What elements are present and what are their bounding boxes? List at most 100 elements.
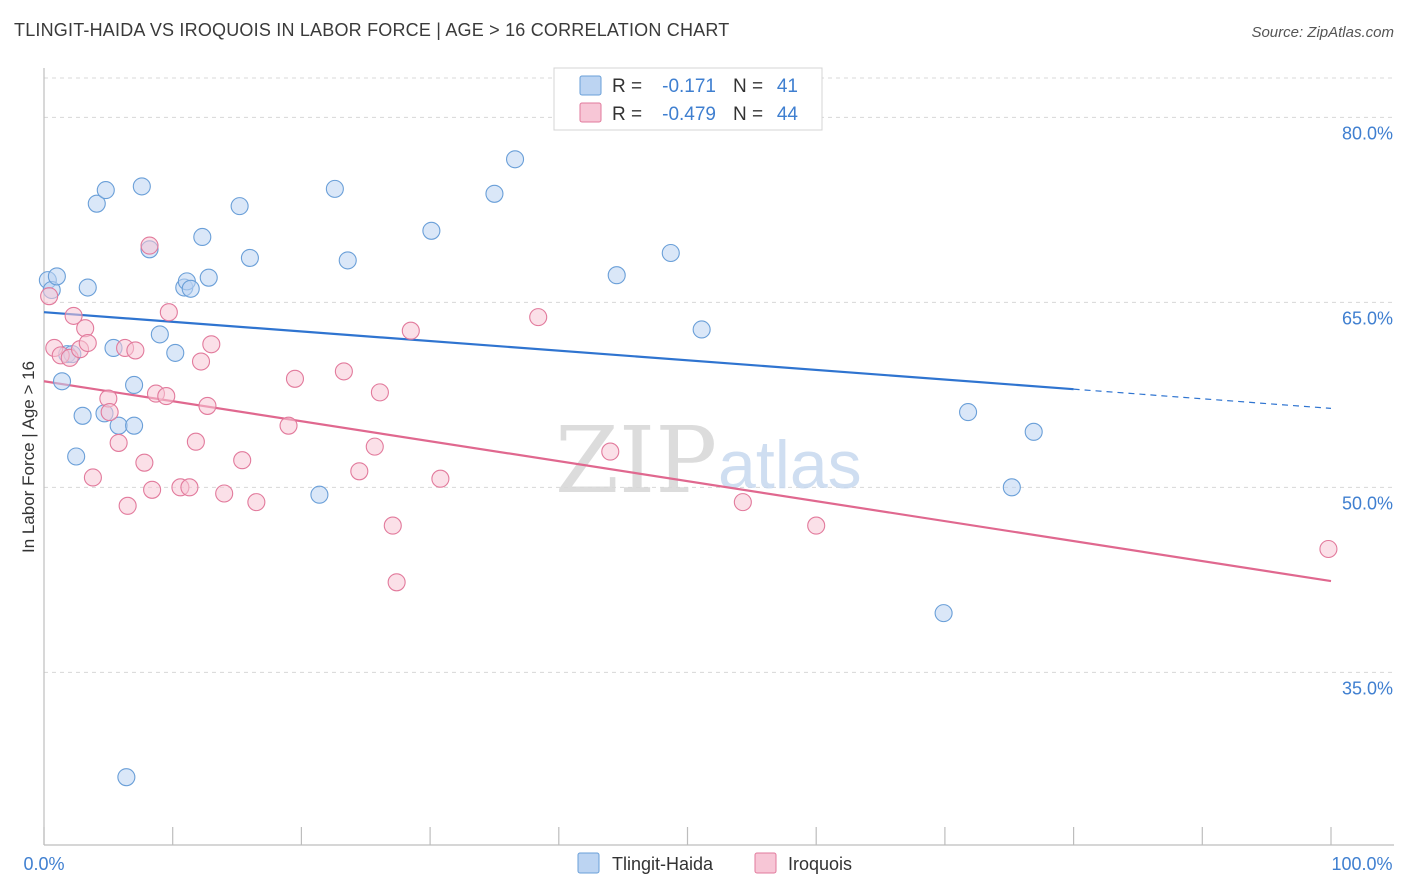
iroquois-point [126, 341, 145, 360]
iroquois-point [431, 469, 450, 488]
grid-lines [44, 77, 1394, 673]
tlingit-point [692, 320, 711, 339]
tlingit-point [310, 485, 329, 504]
series-legend: Tlingit-Haida Iroquois [577, 852, 852, 874]
tlingit-point [150, 325, 169, 344]
iroquois-point [733, 493, 752, 512]
iroquois-point [1319, 539, 1338, 559]
watermark-zip: ZIP [555, 407, 717, 514]
y-tick-label-50: 50.0% [1342, 493, 1393, 513]
y-tick-label-80: 80.0% [1342, 123, 1393, 143]
tlingit-point [1002, 478, 1021, 497]
tlingit-point [125, 416, 144, 435]
series-swatch-tlingit [577, 852, 600, 874]
series-label-iroquois: Iroquois [788, 854, 852, 874]
legend-swatch-tlingit [579, 75, 602, 96]
iroquois-point [387, 573, 406, 592]
iroquois-point [279, 416, 298, 435]
iroquois-point [140, 236, 159, 255]
tlingit-trend-line [43, 311, 1074, 391]
iroquois-point [180, 478, 199, 497]
iroquois-point [247, 493, 266, 512]
iroquois-point [76, 319, 95, 338]
iroquois-point [401, 321, 420, 340]
iroquois-point [143, 480, 162, 499]
tlingit-point [125, 375, 144, 395]
source-label: Source: ZipAtlas.com [1251, 24, 1394, 41]
y-tick-label-65: 65.0% [1342, 308, 1393, 328]
tlingit-point [1024, 422, 1043, 441]
y-axis-label: In Labor Force | Age > 16 [19, 361, 38, 553]
legend-n-label-1: N = [733, 76, 763, 97]
legend: R = -0.171 N = 41 R = -0.479 N = 44 [553, 67, 823, 131]
y-tick-label-35: 35.0% [1342, 678, 1393, 698]
watermark-atlas: atlas [718, 427, 862, 503]
watermark: ZIP atlas [555, 407, 862, 514]
tlingit-trend-extension [1073, 388, 1332, 409]
tlingit-point [422, 221, 441, 240]
tlingit-point [87, 194, 106, 213]
iroquois-point [157, 387, 176, 406]
iroquois-point [807, 516, 826, 535]
iroquois-point [198, 396, 217, 415]
iroquois-point [40, 287, 59, 306]
tlingit-point [240, 248, 259, 267]
iroquois-point [285, 369, 305, 388]
iroquois-point [135, 453, 154, 472]
iroquois-point [365, 437, 384, 456]
tlingit-point [959, 403, 978, 422]
legend-r-label-1: R = [612, 76, 642, 97]
iroquois-point [191, 352, 211, 371]
tlingit-point [193, 227, 212, 247]
iroquois-point [370, 383, 389, 402]
iroquois-point [64, 306, 83, 325]
series-label-tlingit: Tlingit-Haida [612, 854, 714, 874]
iroquois-point [118, 496, 137, 515]
iroquois-point [350, 462, 369, 481]
iroquois-point [383, 516, 402, 535]
tlingit-point [607, 266, 626, 285]
iroquois-point [78, 333, 97, 353]
x-tick-label-min: 0.0% [23, 854, 64, 874]
iroquois-trend-line [43, 380, 1332, 583]
iroquois-point [186, 432, 205, 451]
x-tick-label-max: 100.0% [1331, 854, 1392, 874]
legend-n-label-2: N = [733, 104, 763, 125]
axes [43, 68, 1394, 846]
tlingit-point [230, 197, 249, 216]
iroquois-point [202, 335, 221, 354]
tlingit-point [166, 343, 185, 362]
iroquois-point [100, 403, 119, 422]
tlingit-point [96, 181, 115, 200]
chart-title: TLINGIT-HAIDA VS IROQUOIS IN LABOR FORCE… [14, 20, 730, 40]
data-points [38, 150, 1338, 787]
y-tick-labels: 35.0% 50.0% 65.0% 80.0% [1342, 123, 1393, 698]
legend-swatch-iroquois [579, 102, 602, 123]
tlingit-point [199, 268, 218, 287]
iroquois-point [159, 303, 178, 322]
iroquois-point [601, 442, 620, 461]
iroquois-point [109, 433, 128, 452]
tlingit-point [485, 184, 504, 203]
tlingit-point [78, 278, 97, 297]
tlingit-point [73, 406, 92, 425]
tlingit-point [325, 179, 344, 198]
legend-r-value-1: -0.171 [662, 76, 716, 97]
tlingit-point [47, 267, 66, 286]
series-swatch-iroquois [754, 852, 777, 874]
tlingit-point [338, 251, 357, 270]
iroquois-point [334, 362, 353, 381]
tlingit-point [505, 150, 525, 169]
legend-n-value-1: 41 [777, 76, 798, 97]
legend-r-value-2: -0.479 [662, 104, 716, 125]
x-ticks [43, 827, 1332, 845]
trend-lines [43, 311, 1332, 583]
tlingit-point [934, 604, 953, 623]
iroquois-point [233, 451, 252, 470]
tlingit-point [181, 279, 200, 298]
iroquois-point [83, 468, 102, 487]
tlingit-point [117, 768, 136, 787]
tlingit-point [132, 177, 151, 196]
tlingit-point [661, 243, 680, 263]
